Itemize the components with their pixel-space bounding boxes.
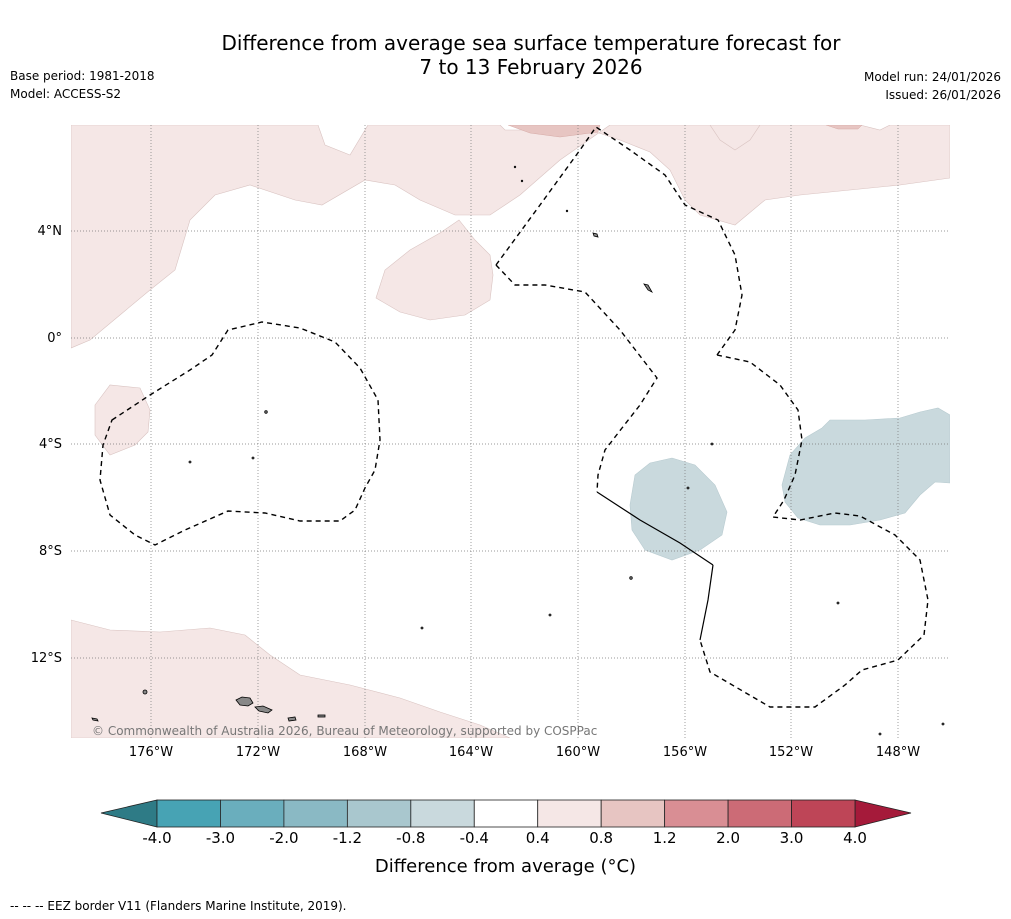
graticule [71,125,950,738]
colorbar-tick-label: 3.0 [779,829,804,847]
eez-solid-boundary [596,491,714,566]
colorbar-segment [220,799,285,828]
colorbar-tick-label: -3.0 [205,829,236,847]
title-line-1: Difference from average sea surface temp… [221,31,841,55]
colorbar-segment [410,799,475,828]
issued-date: Issued: 26/01/2026 [885,88,1001,102]
title-line-2: 7 to 13 February 2026 [419,55,643,79]
colorbar-segment [156,799,221,828]
meta-right: Model run: 24/01/2026 Issued: 26/01/2026 [864,68,1001,104]
island-tutuila [287,716,297,722]
colorbar-tick-label: 0.8 [589,829,614,847]
colorbar-tick-label: -0.8 [396,829,426,847]
lon-label-164w: 164°W [448,745,494,760]
eez-tokelau [99,321,381,546]
eez-solid-boundary-south [699,564,714,641]
lon-label-152w: 152°W [768,745,814,760]
colorbar-segment [283,799,348,828]
eez-legend-note: -- -- -- EEZ border V11 (Flanders Marine… [10,899,347,913]
warm-anomaly-south-band [71,619,511,738]
model-name: Model: ACCESS-S2 [10,87,122,101]
colorbar-segment [791,799,856,828]
eez-cook-islands-north [495,264,658,493]
colorbar-over-arrow [854,799,912,828]
island-manua [317,714,326,718]
lat-label-0: 0° [47,331,62,346]
colorbar-segment [346,799,412,828]
colorbar-tick-label: -1.2 [332,829,362,847]
lon-label-172w: 172°W [235,745,281,760]
island-small-10 [836,601,840,605]
islands [91,165,945,736]
lat-label-12s: 12°S [30,651,62,666]
eez-cook-islands-east [699,354,929,708]
island-small-14 [878,732,882,736]
lat-label-4n: 4°N [37,224,63,239]
colorbar-segment [537,799,602,828]
eez-kiribati-phoenix-line [495,126,743,356]
island-small-11 [565,209,569,213]
island-small-8 [548,613,552,617]
island-small-4 [188,460,192,464]
map-layers [71,125,950,738]
colorbar-segment [664,799,729,828]
colorbar-segment [727,799,792,828]
island-small-13 [520,179,524,183]
eez-borders [99,126,929,708]
cool-anomaly-east-patch [781,407,950,526]
island-small-7 [629,576,633,580]
colorbar-under-arrow [100,799,158,828]
island-atoll-1 [592,232,599,238]
island-small-5 [686,486,690,490]
colorbar-tick-label: 4.0 [843,829,867,847]
lon-label-156w: 156°W [662,745,708,760]
warm-anomaly-west-patch [94,384,151,456]
island-small-6 [710,442,714,446]
warm-anomaly-north-spot-2 [825,125,863,130]
colorbar-tick-label: -0.4 [459,829,489,847]
lon-label-160w: 160°W [555,745,601,760]
island-small-9 [420,626,424,630]
colorbar-segment [600,799,666,828]
lat-label-8s: 8°S [38,544,62,559]
island-small-3 [251,456,255,460]
island-small-12 [513,165,517,169]
colorbar-label: Difference from average (°C) [374,856,637,877]
model-run: Model run: 24/01/2026 [863,70,1001,84]
cool-anomaly-central-patch [629,457,728,561]
meta-left: Base period: 1981-2018 Model: ACCESS-S2 [10,67,155,103]
base-period: Base period: 1981-2018 [10,69,155,83]
lat-label-4s: 4°S [38,437,62,452]
island-atoll-2 [643,283,654,293]
colorbar-tick-label: 1.2 [652,829,677,847]
island-wallis [91,717,99,722]
island-savaii [235,696,254,707]
warm-anomaly-equatorial-patch [375,219,494,321]
colorbar-tick-label: -4.0 [142,829,172,847]
colorbar-tick-label: 0.4 [525,829,550,847]
island-small-15 [941,722,945,726]
lon-label-176w: 176°W [128,745,174,760]
colorbar-tick-label: -2.0 [269,829,299,847]
colorbar-tick-label: 2.0 [716,829,740,847]
copyright-notice: © Commonwealth of Australia 2026, Bureau… [92,724,598,738]
map-title: Difference from average sea surface temp… [0,31,1011,79]
warm-anomaly-north-spot-1 [507,125,601,138]
lon-label-148w: 148°W [875,745,921,760]
island-upolu [254,705,273,714]
lon-label-168w: 168°W [342,745,388,760]
warm-anomaly-north-band [71,125,950,349]
island-small-2 [264,410,268,414]
island-small-1 [142,689,148,695]
colorbar [100,799,912,828]
colorbar-segment [473,799,539,828]
